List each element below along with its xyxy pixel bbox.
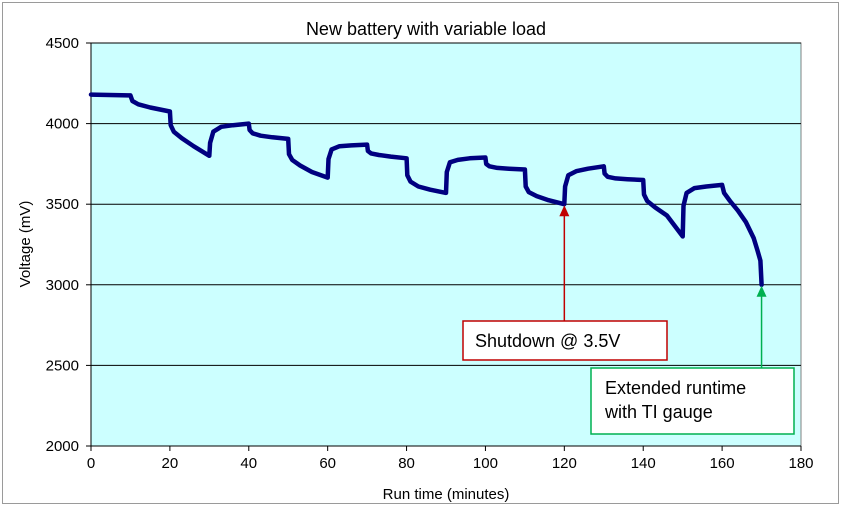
annotation-arrow-head (756, 285, 767, 297)
annotation-arrow-head (559, 205, 570, 217)
annotation-box (462, 320, 668, 361)
x-tick-label-140: 140 (631, 455, 656, 472)
axes (90, 43, 801, 447)
x-tick-label-160: 160 (710, 455, 735, 472)
chart-title: New battery with variable load (306, 19, 546, 39)
y-tick-label-4000: 4000 (46, 116, 79, 133)
annotation-text-line-2: with TI gauge (604, 402, 713, 422)
annotation-text-line-1: Shutdown @ 3.5V (475, 331, 620, 351)
annotation-1: Shutdown @ 3.5V (462, 205, 668, 361)
y-tick-label-3000: 3000 (46, 277, 79, 294)
x-tick-label-20: 20 (162, 455, 179, 472)
x-tick-label-180: 180 (788, 455, 813, 472)
y-axis-title: Voltage (mV) (17, 201, 34, 288)
x-tick-label-120: 120 (552, 455, 577, 472)
x-tick-label-60: 60 (319, 455, 336, 472)
x-axis-title: Run time (minutes) (383, 486, 510, 503)
chart-svg: 2000 2500 3000 3500 4000 4500 0 20 40 60 80 100 120… (17, 19, 814, 503)
voltage-series-line (88, 92, 764, 288)
x-tick-label-40: 40 (240, 455, 257, 472)
annotation-2: Extended runtime with TI gauge (590, 285, 795, 435)
y-tick-label-2500: 2500 (46, 357, 79, 374)
y-tick-labels: 2000 2500 3000 3500 4000 4500 (46, 35, 91, 455)
x-tick-labels: 0 20 40 60 80 100 120 140 160 180 (87, 446, 814, 472)
y-tick-label-2000: 2000 (46, 438, 79, 455)
y-tick-label-4500: 4500 (46, 35, 79, 52)
gridlines (91, 42, 801, 366)
annotation-box (590, 367, 795, 435)
annotations: Shutdown @ 3.5V Extended runtime with TI g… (462, 205, 795, 435)
y-tick-label-3500: 3500 (46, 196, 79, 213)
x-tick-label-80: 80 (398, 455, 415, 472)
x-tick-label-0: 0 (87, 455, 95, 472)
x-tick-label-100: 100 (473, 455, 498, 472)
annotation-text-line-1: Extended runtime (605, 378, 746, 398)
